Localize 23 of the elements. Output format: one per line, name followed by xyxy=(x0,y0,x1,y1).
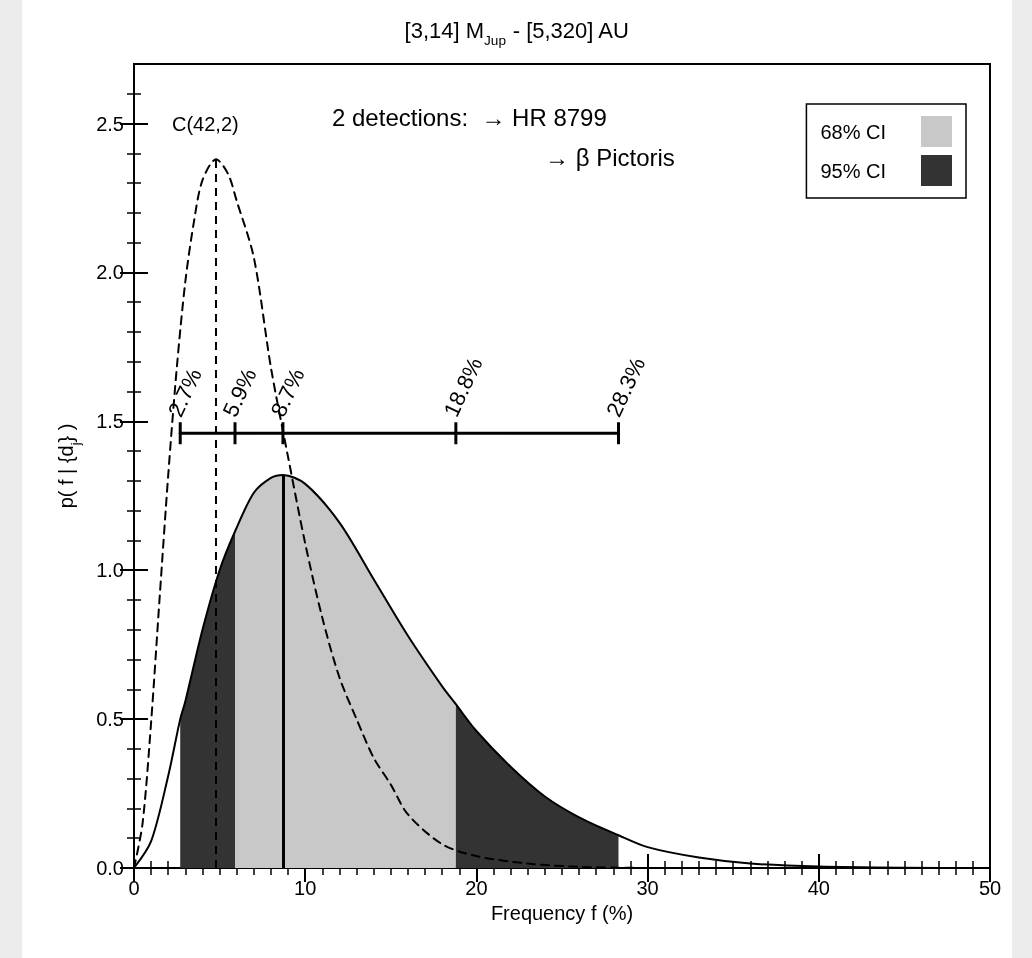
y-tick-label: 2.5 xyxy=(96,112,124,135)
annotation: 2 detections: → HR 8799 xyxy=(332,103,607,131)
y-axis-title: p( f | {dj} ) xyxy=(55,423,83,509)
x-tick-label: 50 xyxy=(978,877,1002,899)
annotation: 5.9% xyxy=(217,364,262,421)
x-axis-title: Frequency f (%) xyxy=(490,901,634,924)
annotation: 18.8% xyxy=(438,353,488,421)
y-tick-label: 2.0 xyxy=(96,261,124,284)
y-tick-label: 0.0 xyxy=(96,857,124,879)
x-tick-label: 0 xyxy=(128,877,140,899)
annotation: 2.7% xyxy=(162,364,207,421)
x-tick-label: 20 xyxy=(465,877,488,899)
x-tick-label: 40 xyxy=(807,877,830,899)
legend-label: 68% CI xyxy=(820,120,886,143)
annotation: → β Pictoris xyxy=(545,143,675,171)
y-tick-label: 1.0 xyxy=(96,559,124,582)
legend-label: 95% CI xyxy=(820,159,886,182)
y-tick-label: 0.5 xyxy=(96,708,124,731)
annotation: C(42,2) xyxy=(172,113,239,135)
y-tick-label: 1.5 xyxy=(96,410,124,433)
annotation: 8.7% xyxy=(265,364,310,421)
x-tick-label: 30 xyxy=(636,877,659,899)
x-tick-label: 10 xyxy=(294,877,317,899)
